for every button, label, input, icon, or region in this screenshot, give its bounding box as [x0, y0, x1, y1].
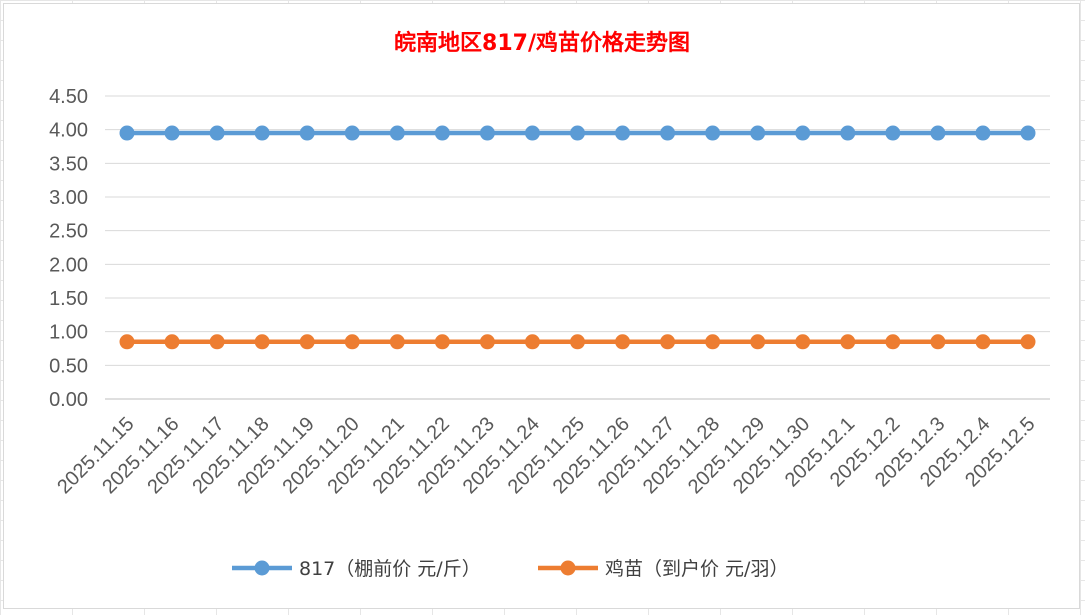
- data-point[interactable]: [479, 125, 495, 141]
- data-point[interactable]: [254, 334, 270, 350]
- gridlines: [105, 95, 1050, 400]
- data-point[interactable]: [750, 125, 766, 141]
- y-tick-label: 0.00: [49, 389, 88, 411]
- data-point[interactable]: [479, 334, 495, 350]
- data-point[interactable]: [660, 125, 676, 141]
- legend-label: 鸡苗（到户价 元/羽）: [605, 558, 788, 580]
- data-point[interactable]: [975, 334, 991, 350]
- y-tick-label: 3.00: [49, 187, 88, 209]
- y-axis-ticks: 0.00 0.50 1.00 1.50 2.00 2.50 3.00 3.50 4.00 4.50: [49, 86, 88, 411]
- data-point[interactable]: [209, 334, 225, 350]
- y-tick-label: 2.50: [49, 221, 88, 243]
- data-point[interactable]: [434, 334, 450, 350]
- y-tick-label: 4.00: [49, 120, 88, 142]
- data-point[interactable]: [299, 125, 315, 141]
- series-1[interactable]: [119, 125, 1036, 141]
- data-point[interactable]: [705, 334, 721, 350]
- data-point[interactable]: [119, 125, 135, 141]
- data-point[interactable]: [615, 125, 631, 141]
- data-point[interactable]: [795, 125, 811, 141]
- series-layer: [119, 125, 1036, 350]
- data-point[interactable]: [1020, 334, 1036, 350]
- data-point[interactable]: [389, 125, 405, 141]
- data-point[interactable]: [344, 125, 360, 141]
- y-tick-label: 1.50: [49, 288, 88, 310]
- legend-label: 817（棚前价 元/斤）: [299, 558, 481, 580]
- data-point[interactable]: [254, 125, 270, 141]
- data-point[interactable]: [119, 334, 135, 350]
- data-point[interactable]: [840, 125, 856, 141]
- data-point[interactable]: [570, 125, 585, 141]
- data-point[interactable]: [344, 334, 360, 350]
- data-point[interactable]: [164, 125, 180, 141]
- data-point[interactable]: [299, 334, 315, 350]
- data-point[interactable]: [885, 334, 901, 350]
- series-2[interactable]: [119, 334, 1036, 350]
- y-tick-label: 3.50: [49, 153, 88, 175]
- data-point[interactable]: [930, 334, 946, 350]
- data-point[interactable]: [750, 334, 766, 350]
- data-point[interactable]: [975, 125, 991, 141]
- legend[interactable]: 817（棚前价 元/斤） 鸡苗（到户价 元/羽）: [232, 558, 788, 580]
- x-axis-ticks: 2025.11.152025.11.162025.11.172025.11.18…: [53, 413, 1039, 498]
- legend-marker: [560, 560, 576, 576]
- data-point[interactable]: [524, 334, 540, 350]
- chart-title: 皖南地区817/鸡苗价格走势图: [394, 30, 690, 56]
- data-point[interactable]: [524, 125, 540, 141]
- data-point[interactable]: [795, 334, 811, 350]
- data-point[interactable]: [660, 334, 676, 350]
- data-point[interactable]: [389, 334, 405, 350]
- data-point[interactable]: [885, 125, 901, 141]
- data-point[interactable]: [840, 334, 856, 350]
- data-point[interactable]: [209, 125, 225, 141]
- y-tick-label: 4.50: [49, 86, 88, 108]
- y-tick-label: 2.00: [49, 254, 88, 276]
- legend-item-1[interactable]: 817（棚前价 元/斤）: [232, 558, 481, 580]
- y-tick-label: 0.50: [49, 355, 88, 377]
- data-point[interactable]: [1020, 125, 1036, 141]
- data-point[interactable]: [164, 334, 180, 350]
- data-point[interactable]: [615, 334, 631, 350]
- data-point[interactable]: [930, 125, 946, 141]
- legend-marker: [254, 560, 270, 576]
- legend-item-2[interactable]: 鸡苗（到户价 元/羽）: [538, 558, 788, 580]
- y-tick-label: 1.00: [49, 322, 88, 344]
- data-point[interactable]: [434, 125, 450, 141]
- data-point[interactable]: [705, 125, 721, 141]
- chart-area[interactable]: [3, 3, 1080, 609]
- data-point[interactable]: [570, 334, 585, 350]
